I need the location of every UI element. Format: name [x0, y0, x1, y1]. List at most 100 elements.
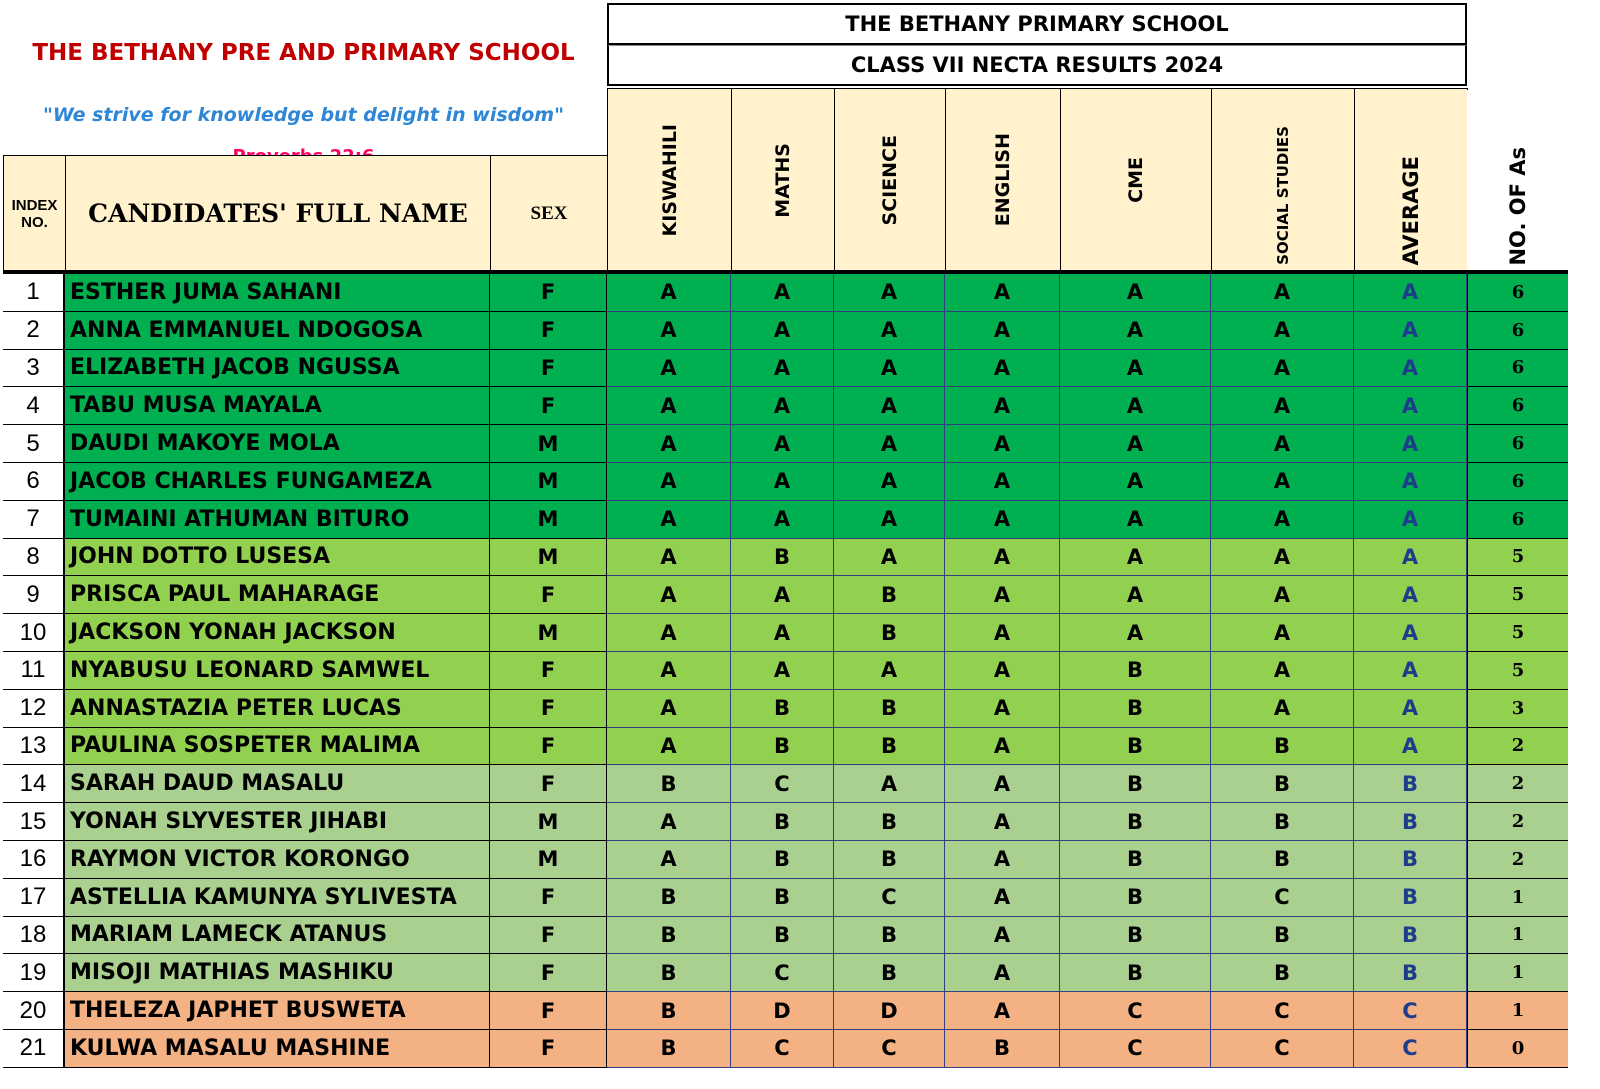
social-studies-grade-cell: A	[1211, 538, 1354, 577]
social-studies-grade-cell: A	[1211, 614, 1354, 652]
index-cell: 5	[3, 425, 65, 463]
sex-cell: M	[490, 425, 607, 463]
cme-grade-cell: A	[1060, 576, 1211, 615]
maths-grade-cell: C	[731, 765, 834, 804]
social-studies-grade-cell: B	[1211, 727, 1354, 766]
average-cell: B	[1354, 878, 1467, 917]
social-studies-grade-cell: A	[1211, 425, 1354, 463]
name-cell: ELIZABETH JACOB NGUSSA	[65, 349, 490, 388]
name-cell: RAYMON VICTOR KORONGO	[65, 840, 490, 879]
kiswahili-grade-cell: B	[607, 765, 731, 804]
no-of-as-cell: 3	[1467, 689, 1568, 728]
table-row: 10 JACKSON YONAH JACKSON M A A B A A A A 5	[3, 614, 1568, 652]
header-no-of-as-label: NO. OF As	[1505, 147, 1530, 266]
english-grade-cell: A	[945, 916, 1060, 955]
kiswahili-grade-cell: A	[607, 311, 731, 350]
english-grade-cell: A	[945, 274, 1060, 312]
table-row: 7 TUMAINI ATHUMAN BITURO M A A A A A A A 6	[3, 500, 1568, 539]
sex-cell: F	[490, 878, 607, 917]
table-row: 3 ELIZABETH JACOB NGUSSA F A A A A A A A 6	[3, 349, 1568, 388]
maths-grade-cell: B	[731, 538, 834, 577]
no-of-as-cell: 2	[1467, 727, 1568, 766]
header-english: ENGLISH	[945, 88, 1061, 272]
science-grade-cell: A	[834, 311, 945, 350]
social-studies-grade-cell: B	[1211, 765, 1354, 804]
kiswahili-grade-cell: A	[607, 727, 731, 766]
social-studies-grade-cell: A	[1211, 349, 1354, 388]
table-row: 14 SARAH DAUD MASALU F B C A A B B B 2	[3, 765, 1568, 804]
table-row: 5 DAUDI MAKOYE MOLA M A A A A A A A 6	[3, 425, 1568, 463]
cme-grade-cell: C	[1060, 992, 1211, 1030]
english-grade-cell: A	[945, 840, 1060, 879]
index-cell: 7	[3, 500, 65, 539]
english-grade-cell: A	[945, 689, 1060, 728]
header-name: CANDIDATES' FULL NAME	[65, 155, 491, 272]
average-cell: A	[1354, 727, 1467, 766]
no-of-as-cell: 1	[1467, 992, 1568, 1030]
index-cell: 3	[3, 349, 65, 388]
english-grade-cell: A	[945, 954, 1060, 993]
kiswahili-grade-cell: B	[607, 954, 731, 993]
sex-cell: M	[490, 462, 607, 501]
no-of-as-cell: 2	[1467, 803, 1568, 841]
index-cell: 20	[3, 992, 65, 1030]
kiswahili-grade-cell: A	[607, 462, 731, 501]
header-maths: MATHS	[731, 88, 835, 272]
social-studies-grade-cell: A	[1211, 576, 1354, 615]
no-of-as-cell: 6	[1467, 311, 1568, 350]
index-cell: 17	[3, 878, 65, 917]
kiswahili-grade-cell: B	[607, 1029, 731, 1068]
maths-grade-cell: A	[731, 311, 834, 350]
sex-cell: M	[490, 803, 607, 841]
index-cell: 14	[3, 765, 65, 804]
social-studies-grade-cell: B	[1211, 840, 1354, 879]
results-title: THE BETHANY PRIMARY SCHOOL	[607, 3, 1467, 45]
table-row: 19 MISOJI MATHIAS MASHIKU F B C B A B B B 1	[3, 954, 1568, 993]
name-cell: TABU MUSA MAYALA	[65, 387, 490, 426]
kiswahili-grade-cell: A	[607, 349, 731, 388]
cme-grade-cell: A	[1060, 500, 1211, 539]
cme-grade-cell: B	[1060, 651, 1211, 690]
table-row: 12 ANNASTAZIA PETER LUCAS F A B B A B A A 3	[3, 689, 1568, 728]
science-grade-cell: B	[834, 614, 945, 652]
name-cell: MISOJI MATHIAS MASHIKU	[65, 954, 490, 993]
maths-grade-cell: B	[731, 840, 834, 879]
social-studies-grade-cell: A	[1211, 311, 1354, 350]
no-of-as-cell: 5	[1467, 538, 1568, 577]
header-english-label: ENGLISH	[992, 133, 1014, 227]
science-grade-cell: C	[834, 1029, 945, 1068]
cme-grade-cell: A	[1060, 462, 1211, 501]
kiswahili-grade-cell: B	[607, 878, 731, 917]
science-grade-cell: A	[834, 651, 945, 690]
sex-cell: M	[490, 840, 607, 879]
kiswahili-grade-cell: A	[607, 651, 731, 690]
school-motto: "We strive for knowledge but delight in …	[42, 104, 564, 126]
average-cell: A	[1354, 500, 1467, 539]
science-grade-cell: B	[834, 689, 945, 728]
cme-grade-cell: A	[1060, 614, 1211, 652]
kiswahili-grade-cell: A	[607, 576, 731, 615]
index-cell: 11	[3, 651, 65, 690]
average-cell: B	[1354, 765, 1467, 804]
english-grade-cell: A	[945, 387, 1060, 426]
science-grade-cell: A	[834, 538, 945, 577]
table-row: 17 ASTELLIA KAMUNYA SYLIVESTA F B B C A B C B 1	[3, 878, 1568, 917]
kiswahili-grade-cell: A	[607, 274, 731, 312]
maths-grade-cell: A	[731, 462, 834, 501]
cme-grade-cell: A	[1060, 274, 1211, 312]
index-cell: 21	[3, 1029, 65, 1068]
name-cell: JACOB CHARLES FUNGAMEZA	[65, 462, 490, 501]
results-subtitle: CLASS VII NECTA RESULTS 2024	[607, 45, 1467, 86]
sex-cell: F	[490, 727, 607, 766]
table-row: 9 PRISCA PAUL MAHARAGE F A A B A A A A 5	[3, 576, 1568, 615]
english-grade-cell: A	[945, 349, 1060, 388]
header-kiswahili: KISWAHILI	[607, 88, 732, 272]
average-cell: A	[1354, 425, 1467, 463]
maths-grade-cell: C	[731, 1029, 834, 1068]
maths-grade-cell: A	[731, 500, 834, 539]
no-of-as-cell: 6	[1467, 462, 1568, 501]
kiswahili-grade-cell: A	[607, 425, 731, 463]
kiswahili-grade-cell: A	[607, 840, 731, 879]
table-row: 11 NYABUSU LEONARD SAMWEL F A A A A B A A 5	[3, 651, 1568, 690]
social-studies-grade-cell: B	[1211, 803, 1354, 841]
